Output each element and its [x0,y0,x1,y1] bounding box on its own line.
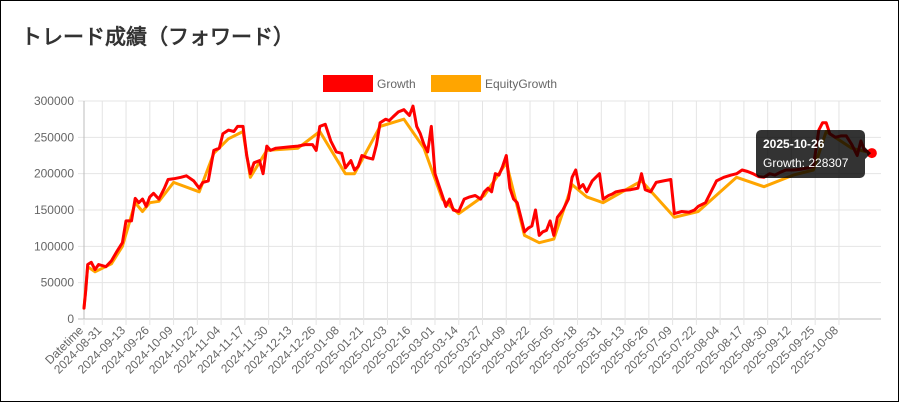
chart-legend: Growth EquityGrowth [323,75,557,92]
series-line-equitygrowth [82,117,874,310]
y-tick-label: 0 [67,312,74,326]
chart-grid [78,100,881,325]
x-axis-ticks: Datetime2024-08-312024-09-132024-09-2620… [42,323,841,377]
y-tick-label: 50000 [41,276,75,290]
tooltip-value: Growth: 228307 [763,156,849,170]
y-tick-label: 150000 [34,203,74,217]
legend-swatch-growth [323,75,373,92]
y-tick-label: 250000 [34,130,74,144]
tooltip-box [756,130,865,178]
highlighted-point [866,148,877,159]
series-line-growth [82,104,874,310]
legend-swatch-equitygrowth [431,75,481,92]
page-title: トレード成績（フォワード） [21,25,294,49]
legend-label-equitygrowth: EquityGrowth [485,77,557,91]
y-axis-ticks: 0 50000 100000 150000 200000 250000 300000 [34,94,74,326]
legend-label-growth: Growth [377,77,416,91]
chart-lines [82,104,877,310]
y-tick-label: 100000 [34,239,74,253]
y-tick-label: 300000 [34,94,74,108]
y-tick-label: 200000 [34,167,74,181]
tooltip-title: 2025-10-26 [763,137,825,151]
tooltip-caret [865,147,871,160]
chart-tooltip: 2025-10-26 Growth: 228307 [756,130,871,178]
